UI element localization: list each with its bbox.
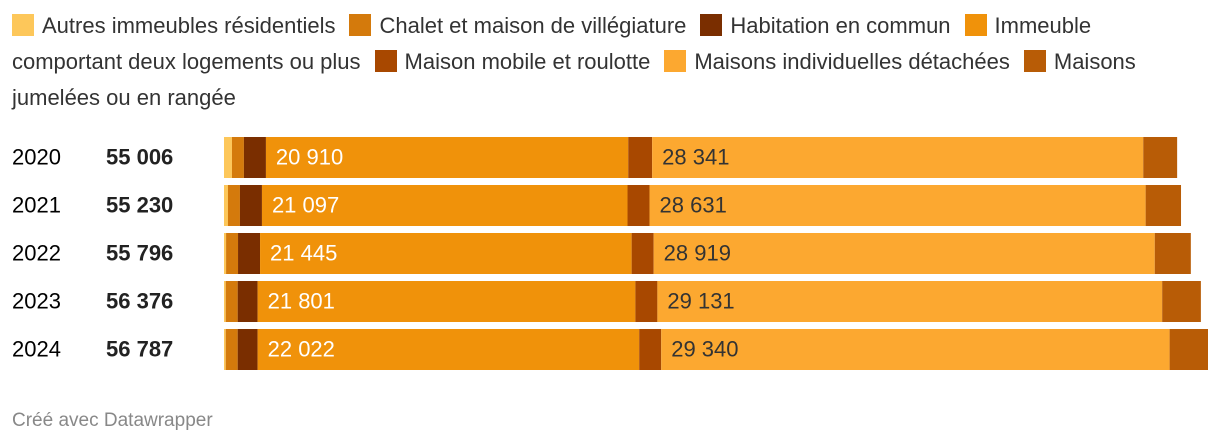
- value-label: 28 341: [662, 144, 729, 169]
- legend-label: Maisons individuelles détachées: [694, 49, 1010, 74]
- bar-segment: [224, 137, 232, 178]
- bar-segment: [635, 281, 658, 322]
- value-label: 28 919: [664, 240, 731, 265]
- value-label: 29 131: [667, 288, 734, 313]
- bar-segment: [1154, 233, 1191, 274]
- bar-segment: [649, 185, 1146, 226]
- bar-segment: [639, 329, 662, 370]
- bar-segment: [237, 281, 258, 322]
- legend-label: Autres immeubles résidentiels: [42, 13, 336, 38]
- total-label: 56 376: [106, 288, 173, 313]
- year-label: 2024: [12, 336, 61, 361]
- bar-segment: [257, 329, 640, 370]
- bar-segment: [653, 233, 1155, 274]
- legend-label: Habitation en commun: [730, 13, 951, 38]
- bar-segment: [661, 329, 1170, 370]
- value-label: 28 631: [660, 192, 727, 217]
- bar-segment: [238, 233, 261, 274]
- legend-swatch: [12, 14, 34, 36]
- bar-segment: [231, 137, 244, 178]
- legend-label: Immeuble comportant deux logements ou pl…: [12, 13, 1092, 74]
- legend-item: Immeuble comportant deux logements ou pl…: [12, 13, 1091, 74]
- bar-segment: [261, 185, 628, 226]
- footer: Créé avec Datawrapper: [12, 410, 213, 431]
- bar-segment: [224, 233, 227, 274]
- bar-segment: [628, 137, 653, 178]
- legend: Autres immeubles résidentiels Chalet et m…: [12, 8, 1192, 116]
- bar-segment: [627, 185, 650, 226]
- legend-item: Maisons individuelles détachées: [664, 49, 1010, 74]
- year-label: 2021: [12, 192, 61, 217]
- year-label: 2022: [12, 240, 61, 265]
- bar-segment: [631, 233, 654, 274]
- bar-segment: [1143, 137, 1178, 178]
- year-label: 2023: [12, 288, 61, 313]
- bar-segment: [1145, 185, 1182, 226]
- bar-segment: [657, 281, 1163, 322]
- value-label: 29 340: [671, 336, 738, 361]
- legend-swatch: [964, 14, 987, 36]
- value-label: 21 801: [268, 288, 335, 313]
- legend-swatch: [700, 14, 723, 36]
- bar-segment: [260, 233, 632, 274]
- bar-segment: [227, 185, 240, 226]
- total-label: 55 230: [106, 192, 173, 217]
- value-label: 21 445: [270, 240, 337, 265]
- bar-segment: [224, 281, 226, 322]
- total-label: 56 787: [106, 336, 173, 361]
- legend-swatch: [664, 50, 687, 72]
- bar-segment: [1162, 281, 1201, 322]
- legend-item: Chalet et maison de villégiature: [349, 13, 686, 38]
- bar-segment: [224, 329, 226, 370]
- total-label: 55 006: [106, 144, 173, 169]
- value-label: 21 097: [272, 192, 339, 217]
- bar-segment: [224, 185, 228, 226]
- legend-item: Maisons jumelées ou en rangée: [12, 49, 1136, 110]
- year-label: 2020: [12, 144, 61, 169]
- legend-swatch: [374, 50, 397, 72]
- bar-segment: [225, 281, 238, 322]
- legend-item: Habitation en commun: [700, 13, 951, 38]
- value-label: 22 022: [268, 336, 335, 361]
- legend-label: Maisons jumelées ou en rangée: [12, 49, 1136, 110]
- legend-swatch: [349, 14, 372, 36]
- legend-item: Maison mobile et roulotte: [374, 49, 651, 74]
- bar-segment: [265, 137, 629, 178]
- legend-label: Maison mobile et roulotte: [404, 49, 651, 74]
- total-label: 55 796: [106, 240, 173, 265]
- bar-segment: [237, 329, 258, 370]
- bar-segment: [239, 185, 262, 226]
- legend-item: Autres immeubles résidentiels: [12, 13, 335, 38]
- value-label: 20 910: [276, 144, 343, 169]
- bar-segment: [226, 233, 239, 274]
- legend-label: Chalet et maison de villégiature: [379, 13, 687, 38]
- bar-segment: [652, 137, 1144, 178]
- bar-segment: [243, 137, 266, 178]
- legend-swatch: [1023, 50, 1046, 72]
- bar-segment: [257, 281, 636, 322]
- bar-segment: [1169, 329, 1208, 370]
- bar-segment: [225, 329, 238, 370]
